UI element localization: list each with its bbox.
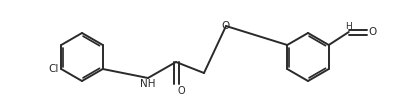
Text: O: O [369, 27, 377, 37]
Text: NH: NH [140, 79, 156, 89]
Text: O: O [222, 21, 230, 31]
Text: H: H [345, 22, 352, 31]
Text: Cl: Cl [49, 64, 59, 74]
Text: O: O [178, 86, 186, 96]
